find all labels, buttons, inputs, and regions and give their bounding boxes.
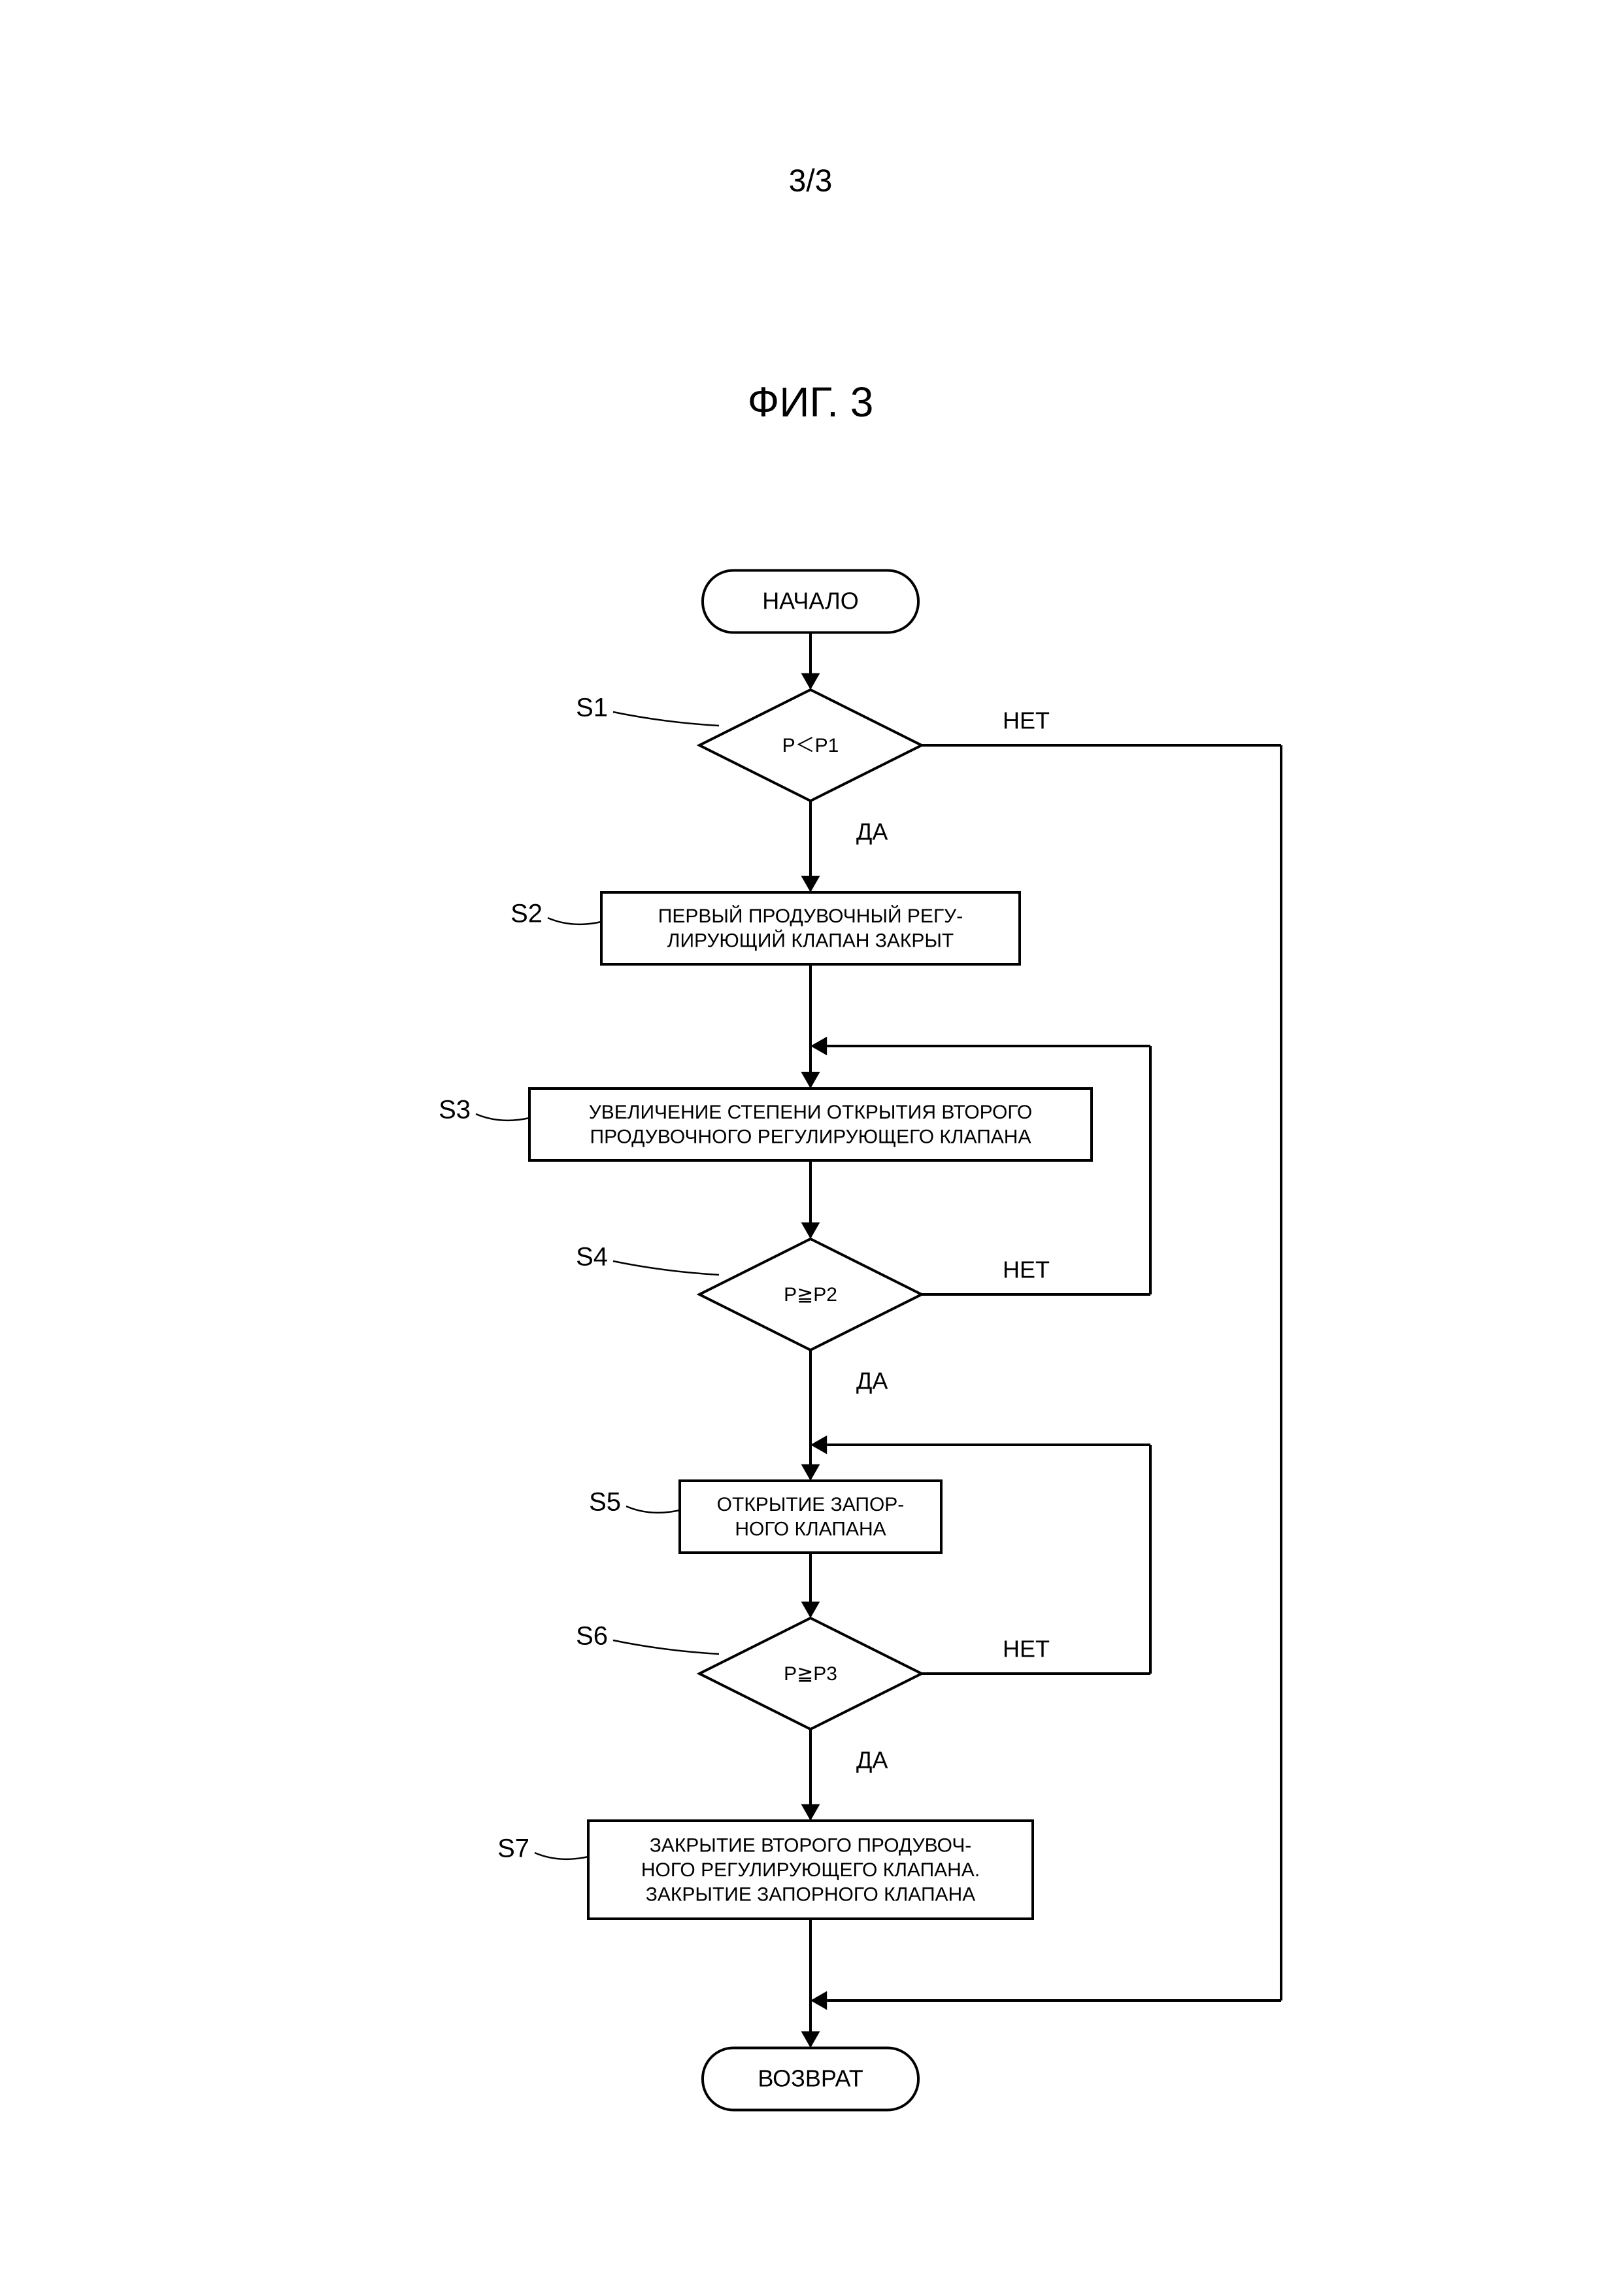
- decision-s6: P≧P3: [699, 1618, 922, 1729]
- svg-text:НЕТ: НЕТ: [1003, 707, 1050, 734]
- svg-text:ЗАКРЫТИЕ ВТОРОГО ПРОДУВОЧ-: ЗАКРЫТИЕ ВТОРОГО ПРОДУВОЧ-: [650, 1834, 972, 1856]
- svg-text:ДА: ДА: [856, 1747, 888, 1774]
- svg-text:ПРОДУВОЧНОГО РЕГУЛИРУЮЩЕГО КЛА: ПРОДУВОЧНОГО РЕГУЛИРУЮЩЕГО КЛАПАНА: [590, 1126, 1031, 1148]
- svg-text:ЗАКРЫТИЕ ЗАПОРНОГО КЛАПАНА: ЗАКРЫТИЕ ЗАПОРНОГО КЛАПАНА: [646, 1883, 975, 1905]
- process-s5: ОТКРЫТИЕ ЗАПОР- НОГО КЛАПАНА: [680, 1481, 941, 1553]
- svg-text:S4: S4: [576, 1243, 608, 1272]
- return-terminator: ВОЗВРАТ: [703, 2048, 918, 2110]
- process-s7: ЗАКРЫТИЕ ВТОРОГО ПРОДУВОЧ- НОГО РЕГУЛИРУЮ…: [588, 1821, 1033, 1919]
- svg-text:УВЕЛИЧЕНИЕ СТЕПЕНИ ОТКРЫТИЯ ВТ: УВЕЛИЧЕНИЕ СТЕПЕНИ ОТКРЫТИЯ ВТОРОГО: [589, 1102, 1033, 1123]
- page: 3/3 ФИГ. 3 НАЧАЛО P＜P1 ПЕРВЫЙ ПРОДУВОЧНЫЙ РЕ…: [0, 0, 1621, 2293]
- svg-text:P≧P2: P≧P2: [784, 1284, 837, 1306]
- svg-text:НОГО КЛАПАНА: НОГО КЛАПАНА: [735, 1519, 886, 1540]
- svg-text:НЕТ: НЕТ: [1003, 1636, 1050, 1663]
- svg-text:ПЕРВЫЙ ПРОДУВОЧНЫЙ РЕГУ-: ПЕРВЫЙ ПРОДУВОЧНЫЙ РЕГУ-: [658, 905, 963, 927]
- svg-text:ДА: ДА: [856, 819, 888, 845]
- svg-text:S3: S3: [439, 1096, 471, 1124]
- svg-text:P≧P3: P≧P3: [784, 1663, 837, 1685]
- svg-text:НЕТ: НЕТ: [1003, 1257, 1050, 1283]
- start-terminator: НАЧАЛО: [703, 571, 918, 633]
- process-s2: ПЕРВЫЙ ПРОДУВОЧНЫЙ РЕГУ- ЛИРУЮЩИЙ КЛАПАН …: [601, 892, 1020, 964]
- svg-text:ОТКРЫТИЕ ЗАПОР-: ОТКРЫТИЕ ЗАПОР-: [717, 1494, 905, 1515]
- flowchart-svg: 3/3 ФИГ. 3 НАЧАЛО P＜P1 ПЕРВЫЙ ПРОДУВОЧНЫЙ РЕ…: [0, 0, 1621, 2293]
- svg-text:P＜P1: P＜P1: [782, 735, 839, 756]
- svg-text:ВОЗВРАТ: ВОЗВРАТ: [758, 2065, 863, 2092]
- svg-text:НОГО РЕГУЛИРУЮЩЕГО КЛАПАНА.: НОГО РЕГУЛИРУЮЩЕГО КЛАПАНА.: [641, 1859, 980, 1881]
- svg-text:S1: S1: [576, 694, 608, 722]
- page-number: 3/3: [789, 164, 833, 199]
- svg-text:ЛИРУЮЩИЙ КЛАПАН ЗАКРЫТ: ЛИРУЮЩИЙ КЛАПАН ЗАКРЫТ: [667, 930, 954, 952]
- svg-text:НАЧАЛО: НАЧАЛО: [762, 588, 859, 615]
- svg-text:S2: S2: [510, 900, 543, 928]
- decision-s1: P＜P1: [699, 690, 922, 801]
- process-s3: УВЕЛИЧЕНИЕ СТЕПЕНИ ОТКРЫТИЯ ВТОРОГО ПРОДУ…: [529, 1089, 1092, 1160]
- svg-text:ДА: ДА: [856, 1368, 888, 1394]
- figure-title: ФИГ. 3: [748, 379, 874, 426]
- svg-text:S6: S6: [576, 1622, 608, 1651]
- svg-text:S7: S7: [497, 1834, 529, 1863]
- svg-text:S5: S5: [589, 1488, 621, 1517]
- decision-s4: P≧P2: [699, 1239, 922, 1350]
